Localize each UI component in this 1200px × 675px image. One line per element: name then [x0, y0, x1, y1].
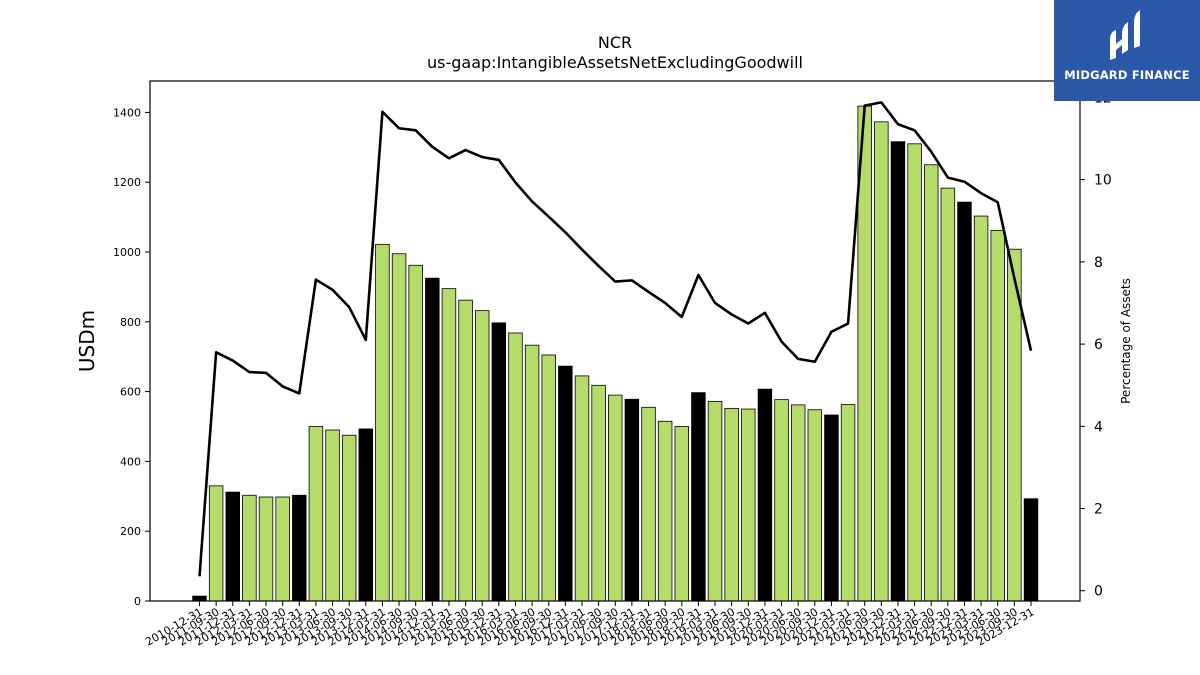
midgard-finance-logo: MIDGARD FINANCE: [1054, 0, 1200, 101]
y-tick-label: 1400: [113, 106, 141, 119]
left-axis: 0 200 400 600 800 1000 1200 1400: [113, 106, 150, 608]
bar-2020-03-31: [774, 399, 789, 602]
bar-2020-06-30: [790, 404, 806, 602]
bar-2022-12-31: [957, 201, 972, 602]
bar-2016-03-31: [508, 332, 523, 602]
bar-2016-09-30: [541, 354, 556, 602]
bar-2019-06-30: [724, 407, 739, 602]
y-tick-label: 0: [134, 595, 141, 608]
bar-2015-09-30: [474, 310, 490, 602]
bar-2022-06-30: [924, 164, 939, 602]
y-tick-label: 600: [120, 386, 141, 399]
bar-2013-06-30: [325, 429, 340, 602]
y-tick-label: 200: [120, 525, 141, 538]
bar-series: [192, 105, 1039, 602]
right-axis: 024681012: [1080, 90, 1112, 600]
midgard-logo-icon: [1110, 10, 1140, 60]
bar-2023-12-31: [1023, 498, 1039, 602]
bar-2014-12-31: [425, 277, 440, 602]
y2-axis-label: Percentage of Assets: [1119, 278, 1133, 404]
bar-2022-03-31: [907, 143, 922, 602]
bar-2021-03-31: [840, 404, 856, 602]
bar-2013-03-31: [308, 426, 324, 602]
bar-2015-12-31: [491, 322, 507, 602]
bar-2011-12-31: [225, 491, 240, 602]
bar-2016-06-30: [524, 344, 540, 602]
bar-2014-06-30: [391, 253, 407, 602]
bar-2012-12-31: [292, 494, 307, 602]
chart-title: NCR: [598, 33, 632, 52]
chart-subtitle: us-gaap:IntangibleAssetsNetExcludingGood…: [427, 53, 803, 72]
logo-text: MIDGARD FINANCE: [1064, 68, 1190, 82]
bar-2012-09-30: [275, 496, 290, 602]
y2-tick-label: 6: [1094, 337, 1103, 353]
bar-2014-09-30: [408, 264, 423, 602]
bar-2018-06-30: [657, 420, 673, 602]
y-tick-label: 1000: [113, 246, 141, 259]
y-tick-label: 400: [120, 455, 141, 468]
bar-2018-09-30: [674, 426, 689, 602]
bar-2023-03-31: [973, 215, 989, 602]
bar-2011-09-30: [208, 485, 224, 602]
bar-2022-09-30: [940, 187, 956, 602]
bar-2016-12-31: [558, 365, 573, 602]
bar-2017-12-31: [624, 398, 640, 602]
bar-2018-12-31: [691, 392, 706, 602]
y2-tick-label: 10: [1094, 173, 1112, 189]
bar-2012-03-31: [242, 494, 257, 602]
bar-2020-12-31: [824, 414, 839, 602]
bar-2021-12-31: [890, 141, 906, 602]
x-axis: 2010-12-312011-09-302011-12-312012-03-31…: [143, 601, 1037, 649]
y2-tick-label: 0: [1094, 584, 1103, 600]
bar-2010-12-31: [192, 595, 207, 602]
bar-2013-09-30: [341, 434, 357, 602]
y2-tick-label: 2: [1094, 502, 1103, 518]
bar-2019-09-30: [741, 408, 756, 602]
bar-2017-06-30: [591, 384, 606, 602]
y2-tick-label: 4: [1094, 419, 1103, 435]
percentage-line: [198, 101, 1033, 577]
bar-2021-09-30: [874, 121, 889, 602]
bar-2012-06-30: [258, 496, 274, 602]
bar-2017-09-30: [608, 394, 623, 602]
bar-2019-12-31: [757, 388, 773, 602]
bar-2019-03-31: [707, 400, 723, 602]
bar-2014-03-31: [375, 243, 390, 602]
bar-2023-06-30: [990, 229, 1005, 602]
bar-2018-03-31: [641, 406, 656, 602]
y2-tick-label: 8: [1094, 255, 1103, 271]
y-axis-label: USDm: [75, 310, 99, 372]
bar-2020-09-30: [807, 409, 823, 602]
bar-2015-03-31: [441, 288, 457, 602]
bar-2015-06-30: [458, 299, 473, 602]
bar-2013-12-31: [358, 428, 374, 602]
y-tick-label: 1200: [113, 176, 141, 189]
y-tick-label: 800: [120, 316, 141, 329]
bar-2017-03-31: [574, 375, 590, 602]
